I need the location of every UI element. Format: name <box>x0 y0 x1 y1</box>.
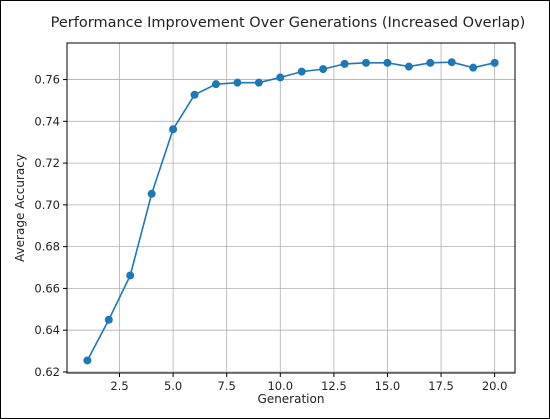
data-point <box>426 58 435 67</box>
x-tick-label: 10.0 <box>267 379 293 393</box>
data-point <box>340 59 349 68</box>
data-point <box>383 58 392 67</box>
data-point <box>490 58 499 67</box>
data-point <box>362 58 371 67</box>
y-tick-label: 0.66 <box>34 281 60 295</box>
y-axis-label: Average Accuracy <box>13 154 27 262</box>
data-point <box>254 78 263 87</box>
x-tick-label: 17.5 <box>428 379 454 393</box>
chart-title: Performance Improvement Over Generations… <box>51 15 526 31</box>
data-point <box>276 73 285 82</box>
y-axis: 0.62 0.64 0.66 0.68 0.70 0.72 0.74 0.76 <box>34 73 67 379</box>
x-axis-label: Generation <box>258 392 325 406</box>
grid-lines <box>67 43 515 373</box>
x-axis: 2.5 5.0 7.5 10.0 12.5 15.0 17.5 20.0 <box>110 373 507 393</box>
y-tick-label: 0.70 <box>34 198 60 212</box>
data-point <box>147 189 156 198</box>
data-point <box>169 125 178 134</box>
data-point <box>83 356 92 365</box>
data-point <box>447 58 456 67</box>
data-point <box>190 90 199 99</box>
x-tick-label: 2.5 <box>110 379 128 393</box>
data-point <box>404 62 413 71</box>
data-point <box>233 78 242 87</box>
y-tick-label: 0.72 <box>34 156 60 170</box>
data-point <box>297 67 306 76</box>
y-tick-label: 0.76 <box>34 73 60 87</box>
y-tick-label: 0.62 <box>34 365 60 379</box>
series-group <box>83 58 499 365</box>
x-tick-label: 12.5 <box>321 379 347 393</box>
data-point <box>211 80 220 89</box>
plot-area <box>66 42 516 374</box>
y-tick-label: 0.68 <box>34 240 60 254</box>
series-line <box>86 61 495 361</box>
x-tick-label: 20.0 <box>482 379 508 393</box>
data-point <box>126 271 135 280</box>
data-point <box>104 315 113 324</box>
data-point <box>469 63 478 72</box>
x-tick-label: 15.0 <box>375 379 401 393</box>
data-point <box>319 65 328 74</box>
x-tick-label: 5.0 <box>164 379 182 393</box>
x-tick-label: 7.5 <box>218 379 236 393</box>
y-tick-label: 0.74 <box>34 114 60 128</box>
y-tick-label: 0.64 <box>34 323 60 337</box>
